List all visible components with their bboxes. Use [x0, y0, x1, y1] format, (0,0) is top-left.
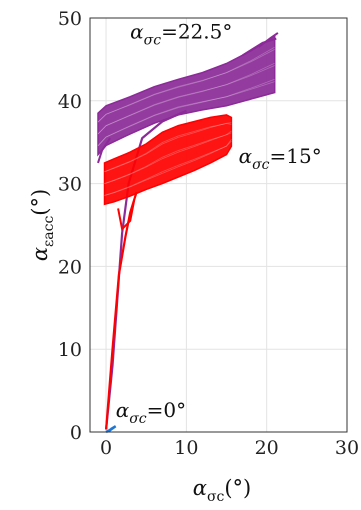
series-cycle-line — [104, 139, 232, 196]
series-cycle-line — [97, 62, 275, 135]
series-cycle-line — [104, 130, 232, 185]
series-cycle-line — [97, 81, 275, 147]
series-cycle-line — [97, 65, 275, 135]
series-line-purple — [242, 37, 277, 57]
y-tick-label: 0 — [70, 422, 82, 444]
annotation-blue: ασc=0° — [116, 398, 186, 427]
series-line-blue — [105, 425, 117, 434]
series-cycle-line — [104, 132, 232, 184]
series-cycle-line — [97, 46, 275, 123]
series-cycle-line — [104, 122, 232, 173]
series-layer — [97, 32, 279, 434]
series-cycle-line — [104, 140, 232, 196]
plot-frame — [89, 17, 348, 433]
annotation-red: ασc=15° — [239, 144, 322, 173]
tick-labels: 0 10 20 30 0 10 20 30 40 50 — [58, 8, 359, 459]
y-tick-label: 50 — [58, 8, 82, 30]
y-tick-label: 40 — [58, 91, 82, 113]
series-line-purple — [97, 137, 111, 164]
x-tick-label: 20 — [255, 437, 279, 459]
x-tick-label: 10 — [174, 437, 198, 459]
x-axis-label: ασc(°) — [193, 476, 251, 505]
series-ramp-red — [105, 191, 138, 430]
x-tick-label: 0 — [100, 437, 112, 459]
series-line-red — [117, 200, 136, 232]
y-tick-label: 20 — [58, 256, 82, 278]
series-ramp-purple — [105, 109, 187, 430]
y-tick-label: 30 — [58, 174, 82, 196]
annotation-purple: ασc=22.5° — [130, 20, 232, 49]
x-tick-label: 30 — [335, 437, 359, 459]
series-cycle-line — [97, 78, 275, 146]
series-cycle-line — [104, 123, 232, 173]
y-tick-label: 10 — [58, 339, 82, 361]
y-axis-label: αεacc(°) — [28, 189, 57, 261]
annotations: ασc=22.5° ασc=15° ασc=0° — [116, 20, 322, 427]
series-band-purple — [97, 34, 276, 157]
series-cycle-line — [97, 49, 275, 123]
